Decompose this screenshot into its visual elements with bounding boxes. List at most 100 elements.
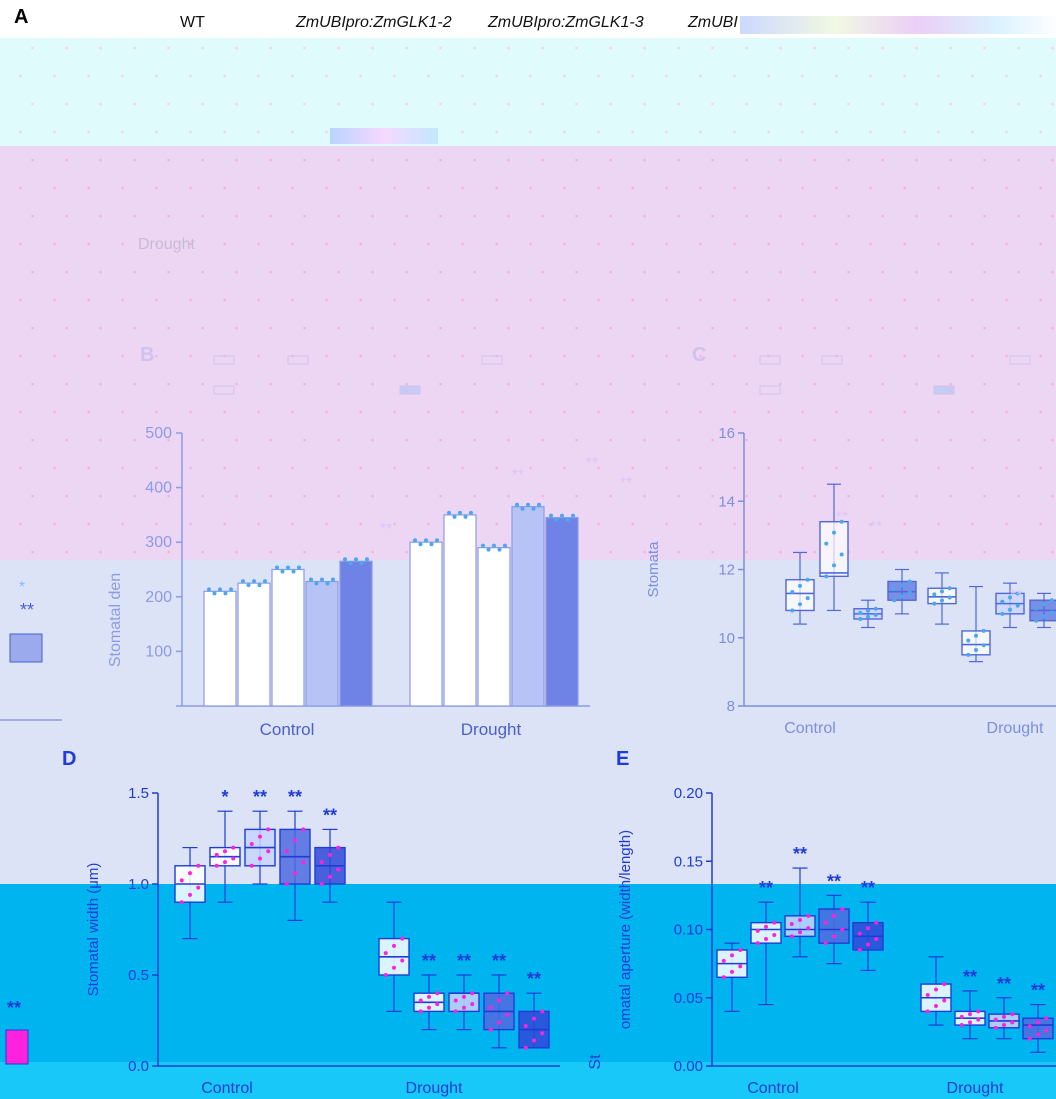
texture-dot bbox=[461, 186, 464, 190]
texture-dot bbox=[1039, 130, 1042, 134]
texture-dot bbox=[643, 550, 646, 554]
texture-dot bbox=[801, 298, 804, 302]
y-tick-label: 0.20 bbox=[674, 785, 703, 802]
texture-dot bbox=[665, 522, 668, 526]
legend-swatch bbox=[759, 355, 781, 365]
data-point bbox=[1044, 1016, 1049, 1021]
texture-dot bbox=[983, 214, 986, 218]
texture-dot bbox=[507, 46, 510, 50]
texture-dot bbox=[269, 550, 272, 554]
texture-dot bbox=[813, 158, 816, 162]
data-point bbox=[470, 1002, 475, 1007]
texture-dot bbox=[541, 270, 544, 274]
legend-swatch bbox=[213, 355, 235, 365]
texture-dot bbox=[937, 466, 940, 470]
texture-dot bbox=[733, 186, 736, 190]
data-point bbox=[1002, 1014, 1006, 1019]
panel-letter-e: E bbox=[616, 748, 630, 770]
significance-marker: ** bbox=[288, 787, 302, 807]
texture-dot bbox=[983, 46, 986, 50]
texture-dot bbox=[359, 466, 362, 470]
data-point bbox=[892, 598, 897, 603]
texture-dot bbox=[359, 186, 362, 190]
texture-dot bbox=[881, 550, 884, 554]
texture-dot bbox=[779, 494, 782, 498]
texture-dot bbox=[881, 46, 884, 50]
texture-dot bbox=[53, 298, 56, 302]
texture-dot bbox=[915, 550, 918, 554]
texture-dot bbox=[1005, 354, 1008, 358]
data-point bbox=[488, 1005, 493, 1010]
texture-dot bbox=[427, 466, 430, 470]
box-iqr bbox=[1022, 1017, 1054, 1040]
data-point bbox=[866, 608, 870, 613]
texture-dot bbox=[1051, 494, 1054, 498]
texture-dot bbox=[915, 214, 918, 218]
texture-dot bbox=[359, 522, 362, 526]
texture-dot bbox=[257, 242, 260, 246]
texture-dot bbox=[189, 298, 192, 302]
y-axis-title: Stomata bbox=[645, 541, 662, 598]
texture-dot bbox=[31, 494, 34, 498]
texture-dot bbox=[121, 242, 124, 246]
texture-dot bbox=[937, 242, 940, 246]
texture-dot bbox=[19, 410, 22, 414]
texture-dot bbox=[507, 102, 510, 106]
texture-dot bbox=[223, 298, 226, 302]
texture-dot bbox=[1039, 410, 1042, 414]
texture-dot bbox=[801, 186, 804, 190]
texture-dot bbox=[201, 326, 204, 330]
texture-dot bbox=[427, 74, 430, 78]
texture-dot bbox=[53, 186, 56, 190]
bar bbox=[477, 547, 511, 707]
data-point bbox=[532, 1038, 536, 1043]
texture-dot bbox=[359, 242, 362, 246]
texture-dot bbox=[19, 130, 22, 134]
texture-dot bbox=[881, 494, 884, 498]
texture-dot bbox=[631, 242, 634, 246]
texture-dot bbox=[223, 410, 226, 414]
data-point bbox=[196, 863, 201, 868]
texture-dot bbox=[971, 466, 974, 470]
data-point bbox=[738, 964, 743, 969]
texture-dot bbox=[223, 74, 226, 78]
texture-dot bbox=[155, 466, 158, 470]
texture-dot bbox=[949, 46, 952, 50]
data-point bbox=[280, 569, 285, 574]
texture-dot bbox=[699, 466, 702, 470]
texture-dot bbox=[1039, 298, 1042, 302]
significance-marker: ** bbox=[963, 967, 977, 987]
texture-dot bbox=[133, 46, 136, 50]
edge-box bbox=[5, 1029, 29, 1065]
texture-dot bbox=[767, 130, 770, 134]
texture-dot bbox=[733, 410, 736, 414]
texture-dot bbox=[257, 354, 260, 358]
texture-dot bbox=[19, 298, 22, 302]
texture-dot bbox=[903, 410, 906, 414]
data-point bbox=[798, 583, 802, 588]
legend-swatch bbox=[821, 355, 843, 365]
texture-dot bbox=[575, 102, 578, 106]
texture-dot bbox=[801, 242, 804, 246]
data-point bbox=[974, 648, 978, 653]
texture-dot bbox=[235, 438, 238, 442]
significance-marker-edge: ** bbox=[20, 600, 34, 620]
texture-dot bbox=[359, 298, 362, 302]
texture-dot bbox=[121, 522, 124, 526]
texture-dot bbox=[677, 270, 680, 274]
significance-marker: ** bbox=[253, 787, 267, 807]
texture-dot bbox=[133, 102, 136, 106]
data-point bbox=[266, 827, 271, 832]
texture-dot bbox=[223, 186, 226, 190]
texture-dot bbox=[813, 494, 816, 498]
texture-dot bbox=[167, 494, 170, 498]
data-point bbox=[1044, 1028, 1049, 1033]
texture-dot bbox=[631, 130, 634, 134]
texture-dot bbox=[31, 382, 34, 386]
texture-dot bbox=[597, 74, 600, 78]
texture-dot bbox=[983, 102, 986, 106]
texture-dot bbox=[983, 550, 986, 554]
data-point bbox=[840, 907, 845, 912]
data-point bbox=[488, 1027, 493, 1032]
texture-dot bbox=[1051, 158, 1054, 162]
